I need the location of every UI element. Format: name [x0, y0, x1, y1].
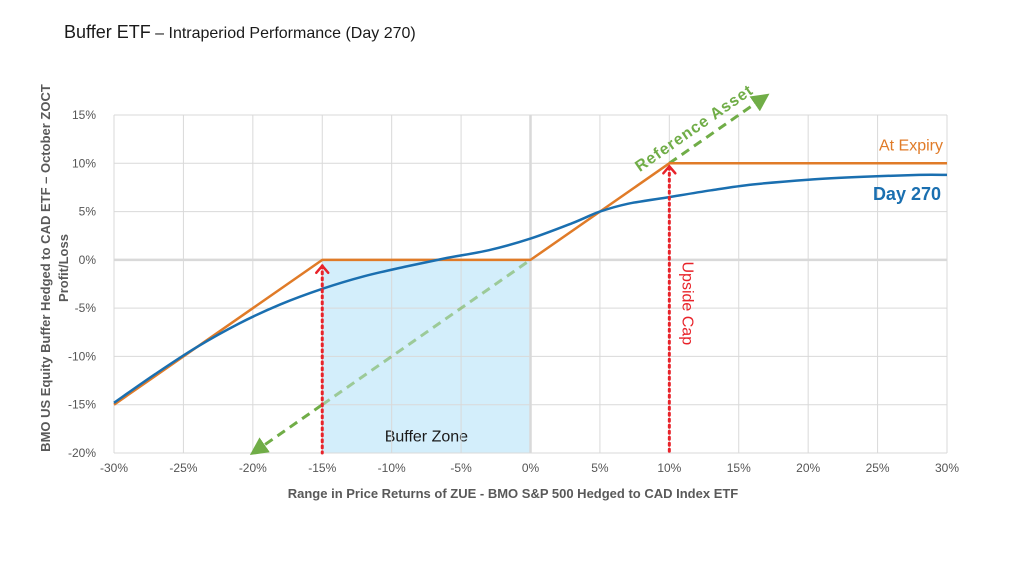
x-tick-label: -10% [378, 461, 406, 475]
y-axis-label-line2: Profit/Loss [56, 234, 71, 302]
title-main: Buffer ETF [64, 22, 151, 42]
buffer-zone-label: Buffer Zone [385, 428, 468, 445]
title-subtitle: – Intraperiod Performance (Day 270) [150, 25, 416, 42]
x-tick-label: 25% [866, 461, 890, 475]
day-270-line [113, 173, 948, 404]
y-tick-label: 0% [79, 253, 97, 267]
x-tick-label: 0% [522, 461, 540, 475]
y-tick-label: -10% [68, 349, 96, 363]
y-tick-label: 5% [79, 205, 97, 219]
legend-label-at-expiry: At Expiry [879, 138, 943, 155]
upside-cap-label: Upside Cap [678, 262, 695, 346]
x-tick-label: -5% [450, 461, 472, 475]
x-tick-label: 5% [591, 461, 609, 475]
y-tick-label: 10% [72, 156, 96, 170]
y-tick-label: -20% [68, 446, 96, 460]
buffer-level-arrow [315, 263, 330, 275]
y-tick-label: 15% [72, 108, 96, 122]
reference-asset-line-lower [249, 403, 324, 456]
y-axis-label-line1: BMO US Equity Buffer Hedged to CAD ETF –… [38, 84, 53, 452]
page-title: Buffer ETF – Intraperiod Performance (Da… [64, 22, 416, 43]
y-tick-label: -5% [75, 301, 97, 315]
at-expiry-line [113, 162, 947, 406]
y-tick-label: -15% [68, 398, 96, 412]
reference-asset-line-buffer [321, 258, 532, 406]
reference-asset-line-upper [668, 93, 770, 165]
x-tick-label: -30% [100, 461, 128, 475]
legend-label-day-270: Day 270 [873, 184, 941, 204]
x-tick-label: 10% [657, 461, 681, 475]
x-tick-label: 20% [796, 461, 820, 475]
x-tick-label: -20% [239, 461, 267, 475]
x-tick-label: 15% [727, 461, 751, 475]
x-tick-label: -25% [169, 461, 197, 475]
x-axis-label: Range in Price Returns of ZUE - BMO S&P … [288, 486, 739, 501]
x-tick-label: 30% [935, 461, 959, 475]
reference-asset-label: Reference Asset [632, 82, 756, 176]
x-tick-label: -15% [308, 461, 336, 475]
upside-cap-arrow [662, 164, 677, 175]
